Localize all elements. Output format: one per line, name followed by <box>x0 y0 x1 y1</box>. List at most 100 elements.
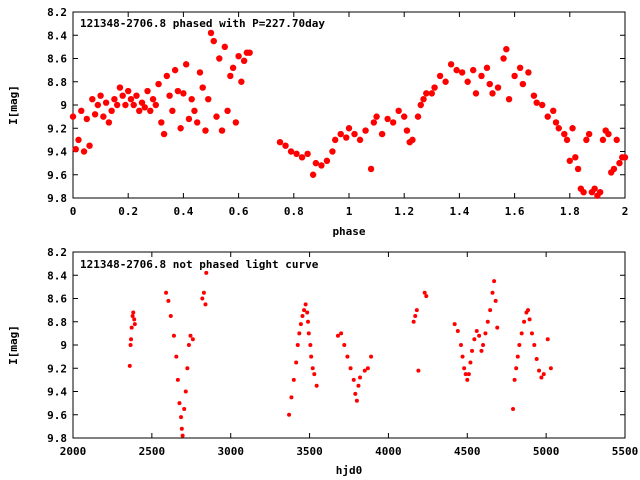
data-points <box>127 270 553 438</box>
data-point <box>144 87 151 95</box>
data-point <box>512 377 517 382</box>
data-point <box>599 136 607 144</box>
data-point <box>246 49 253 56</box>
data-point <box>303 302 308 307</box>
y-tick-label: 9.2 <box>47 122 67 135</box>
data-point <box>182 61 190 68</box>
data-point <box>362 368 367 373</box>
y-tick-label: 8.4 <box>47 29 67 42</box>
data-point <box>128 343 133 347</box>
data-point <box>83 115 91 123</box>
x-tick-label: 1.6 <box>505 205 525 218</box>
chart-title: 121348-2706.8 not phased light curve <box>80 258 319 271</box>
y-tick-label: 8.6 <box>47 53 67 66</box>
data-point <box>585 130 593 138</box>
data-point <box>478 72 485 80</box>
plot-frame <box>72 251 626 439</box>
data-point <box>163 72 171 80</box>
data-point <box>213 113 220 120</box>
y-axis-label: I[mag] <box>7 85 20 125</box>
data-point <box>580 188 587 196</box>
data-point <box>466 372 471 377</box>
data-point <box>180 90 187 97</box>
data-point <box>395 107 402 115</box>
data-point <box>310 366 315 371</box>
x-tick-label: 4500 <box>454 445 481 458</box>
data-point <box>516 64 524 72</box>
data-point <box>353 391 358 396</box>
data-point <box>481 343 486 347</box>
data-point <box>200 296 205 301</box>
phased-light-curve-panel: 121348-2706.8 phased with P=227.70day ph… <box>7 6 628 238</box>
data-point <box>171 66 179 74</box>
data-point <box>94 101 102 109</box>
data-point <box>354 398 359 403</box>
data-point <box>370 119 378 126</box>
data-point <box>305 310 310 315</box>
data-point <box>119 92 126 99</box>
x-tick-label: 2000 <box>60 445 87 458</box>
y-tick-label: 8.4 <box>47 269 67 282</box>
data-point <box>414 308 419 313</box>
data-point <box>201 290 206 295</box>
y-tick-label: 8.8 <box>47 316 67 329</box>
data-point <box>309 171 317 178</box>
data-point <box>409 136 416 144</box>
data-point <box>185 115 193 123</box>
x-tick-label: 3500 <box>296 445 323 458</box>
data-point <box>486 80 493 88</box>
data-point <box>527 317 532 322</box>
data-point <box>417 101 424 109</box>
data-point <box>495 325 500 330</box>
data-point <box>69 113 77 120</box>
data-point <box>541 372 546 377</box>
data-point <box>276 139 284 146</box>
data-point <box>411 319 416 324</box>
x-axis-label: hjd0 <box>336 464 363 477</box>
y-tick-label: 9.8 <box>47 192 67 205</box>
data-point <box>130 313 135 318</box>
data-point <box>472 90 480 97</box>
data-point <box>132 322 137 327</box>
data-point <box>401 113 408 120</box>
data-point <box>108 107 115 115</box>
data-point <box>111 95 118 103</box>
data-point <box>224 107 231 115</box>
data-point <box>367 165 375 173</box>
data-point <box>526 308 531 313</box>
data-point <box>431 84 438 91</box>
data-point <box>545 337 550 342</box>
y-tick-label: 9.4 <box>47 386 67 399</box>
y-axis-label: I[mag] <box>7 325 20 365</box>
y-tick-label: 9.4 <box>47 146 67 159</box>
x-tick-label: 4000 <box>375 445 402 458</box>
data-point <box>207 29 215 37</box>
data-point <box>232 119 240 126</box>
data-point <box>183 389 188 394</box>
data-point <box>130 101 137 109</box>
data-point <box>125 87 132 95</box>
data-point <box>616 159 623 167</box>
data-point <box>169 107 176 115</box>
data-point <box>483 64 491 72</box>
data-point <box>474 329 479 334</box>
x-tick-label: 2 <box>622 205 629 218</box>
data-point <box>168 313 173 318</box>
data-point <box>500 55 507 62</box>
data-point <box>522 319 527 324</box>
x-tick-label: 0.8 <box>284 205 304 218</box>
x-tick-label: 1 <box>346 205 353 218</box>
data-point <box>356 383 361 388</box>
data-point <box>488 308 493 313</box>
data-point <box>287 148 295 155</box>
data-point <box>503 46 510 53</box>
data-point <box>199 84 206 91</box>
y-tick-label: 9.6 <box>47 169 67 182</box>
data-point <box>188 95 195 103</box>
data-point <box>455 329 460 334</box>
data-point <box>345 125 353 132</box>
data-point <box>127 363 132 368</box>
data-point <box>343 134 350 141</box>
data-point <box>149 95 157 103</box>
data-point <box>369 354 374 359</box>
